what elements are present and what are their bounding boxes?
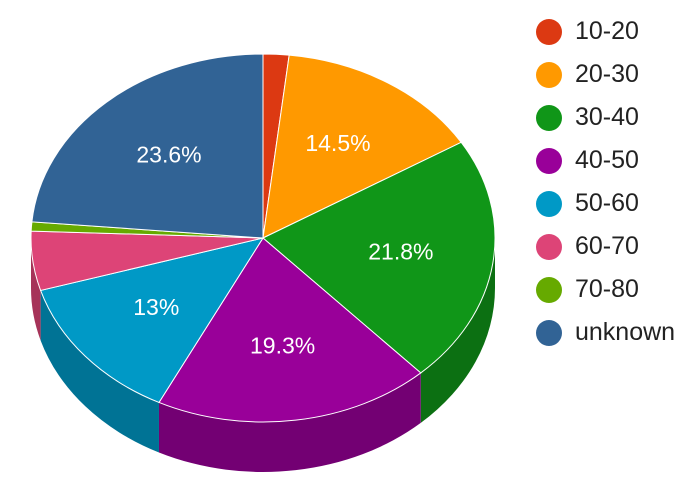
legend-swatch: [536, 147, 562, 174]
data-label-30-40: 21.8%: [368, 238, 433, 264]
legend-label: 20-30: [575, 60, 639, 88]
pie-slice-50-60: [39, 237, 265, 404]
data-labels: 14.5% 21.8% 19.3% 13% 23.6%: [133, 130, 433, 358]
legend-label: 30-40: [575, 103, 639, 131]
legend-swatch: [536, 61, 562, 88]
legend-label: 10-20: [575, 17, 639, 45]
legend-swatch: [536, 233, 562, 260]
pie-sides: [31, 238, 495, 473]
legend-item-30-40: 30-40: [536, 96, 675, 139]
pie-slice-unknown: [31, 53, 264, 239]
legend-label: unknown: [575, 318, 676, 346]
data-label-unknown: 23.6%: [136, 142, 201, 168]
legend-label: 50-60: [575, 189, 639, 217]
legend-item-60-70: 60-70: [536, 225, 675, 268]
legend-item-20-30: 20-30: [536, 53, 675, 96]
legend-item-50-60: 50-60: [536, 182, 675, 225]
pie-slice-20-30: [262, 54, 462, 239]
pie-side-30-40: [420, 238, 495, 423]
legend-swatch: [536, 276, 562, 303]
legend-item-40-50: 40-50: [536, 139, 675, 182]
legend: 10-20 20-30 30-40 40-50 50-60 60-70 70-80 unkno…: [536, 10, 675, 354]
legend-item-10-20: 10-20: [536, 10, 675, 53]
data-label-20-30: 14.5%: [305, 130, 370, 156]
legend-label: 40-50: [575, 146, 639, 174]
pie-slice-30-40: [262, 141, 496, 374]
legend-label: 60-70: [575, 232, 639, 260]
legend-swatch: [536, 319, 562, 346]
pie-side-50-60: [40, 290, 159, 453]
pie-side-40-50: [158, 372, 421, 473]
legend-swatch: [536, 104, 562, 131]
legend-label: 70-80: [575, 275, 639, 303]
pie-slices: [30, 53, 496, 423]
legend-swatch: [536, 190, 562, 217]
legend-item-unknown: unknown: [536, 311, 675, 354]
pie-side-60-70: [31, 238, 41, 341]
data-label-40-50: 19.3%: [250, 332, 315, 358]
pie-slice-40-50: [158, 237, 422, 423]
legend-item-70-80: 70-80: [536, 268, 675, 311]
data-label-50-60: 13%: [133, 294, 179, 320]
legend-swatch: [536, 18, 562, 45]
